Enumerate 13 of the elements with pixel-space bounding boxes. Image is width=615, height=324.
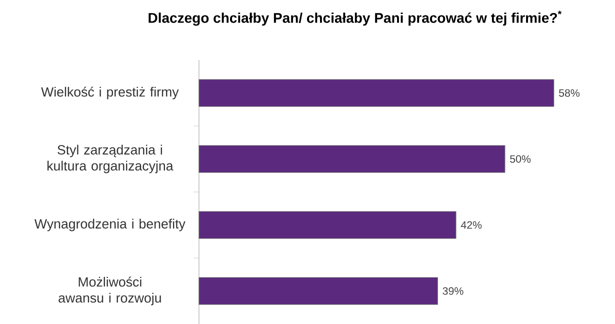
y-tick-label: Wielkość i prestiż firmy [41,86,179,100]
y-tick-label: Wynagrodzenia i benefity [34,218,186,232]
bar [198,145,506,173]
chart-title: Dlaczego chciałby Pan/ chciałaby Pani pracować w tej firmie?$^{*}$ [148,10,562,26]
y-tick-label: Możliwości awansu i rozwoju [58,276,161,306]
bar [198,277,438,305]
bar [198,79,554,107]
data-label: 58% [558,89,580,97]
bar [198,211,456,239]
data-label: 50% [510,155,531,163]
data-label: 39% [442,287,464,295]
y-tick-label: Styl zarządzania i kultura organizacyjna [47,144,174,174]
data-label: 42% [460,221,482,229]
